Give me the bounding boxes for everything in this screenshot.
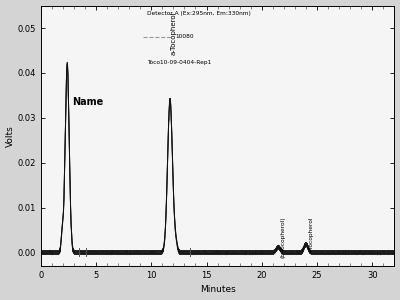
Text: Detector A (Ex:295nm, Em:330nm): Detector A (Ex:295nm, Em:330nm) xyxy=(147,11,251,16)
Text: c-Tocopherol: c-Tocopherol xyxy=(308,217,313,253)
Text: (b-Tocopherol): (b-Tocopherol) xyxy=(280,217,286,258)
Y-axis label: Volts: Volts xyxy=(6,125,14,147)
Text: Name: Name xyxy=(72,97,103,107)
Text: a-Tocopherol: a-Tocopherol xyxy=(171,11,177,55)
X-axis label: Minutes: Minutes xyxy=(200,285,236,294)
Text: Toco10-09-0404-Rep1: Toco10-09-0404-Rep1 xyxy=(147,60,211,65)
Text: 10080: 10080 xyxy=(175,34,194,39)
